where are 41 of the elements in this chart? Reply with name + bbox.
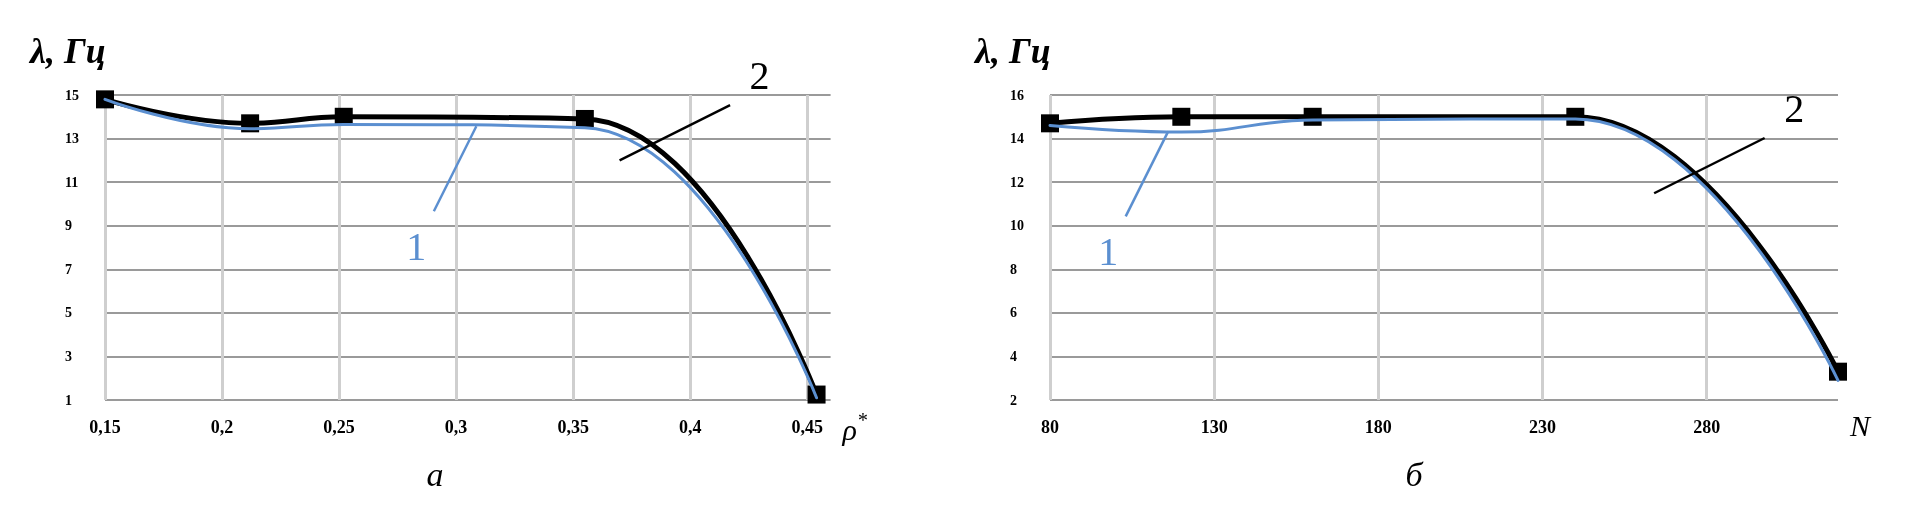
y-tick-label: 16 [1010, 87, 1024, 103]
y-tick-label: 8 [1010, 261, 1017, 277]
y-tick-label: 10 [1010, 218, 1024, 234]
x-tick-label: 0,4 [678, 417, 702, 437]
x-axis-title: ρ* [841, 409, 867, 446]
x-tick-label: 180 [1364, 417, 1392, 437]
text: 2 [749, 52, 770, 98]
legend-label: 1 [406, 223, 427, 269]
x-tick-label: 0,45 [791, 417, 823, 437]
x-tick-label: 80 [1041, 417, 1059, 437]
y-axis-title: λ, Гц [973, 31, 1051, 71]
x-tick-label: 0,2 [210, 417, 234, 437]
text: 2 [1784, 85, 1805, 131]
y-tick-label: 13 [65, 131, 79, 147]
point [575, 109, 594, 128]
y-tick-label: 7 [65, 261, 72, 277]
legend-label: 1 [1098, 228, 1119, 274]
x-tick-label: 0,35 [557, 417, 589, 437]
x-tick-label: 230 [1529, 417, 1556, 437]
text: а [426, 455, 444, 493]
y-axis-title: λ, Гц [28, 31, 106, 71]
y-tick-label: 3 [65, 348, 72, 364]
y-tick-label: 15 [65, 87, 79, 103]
point [1172, 107, 1191, 126]
y-tick-label: 14 [1010, 131, 1024, 147]
y-tick-label: 6 [1010, 305, 1017, 321]
x-tick-label: 130 [1200, 417, 1228, 437]
y-tick-label: 11 [65, 174, 79, 190]
y-tick-label: 2 [1010, 392, 1017, 408]
x-tick-label: 280 [1693, 417, 1721, 437]
y-tick-label: 9 [65, 218, 72, 234]
x-tick-label: 0,25 [323, 417, 355, 437]
y-tick-label: 1 [65, 392, 72, 408]
x-axis-title: N [1849, 408, 1872, 442]
x-tick-label: 0,15 [89, 417, 121, 437]
x-tick-label: 0,3 [444, 417, 468, 437]
y-tick-label: 12 [1010, 174, 1024, 190]
point [1041, 114, 1059, 133]
text: б [1405, 455, 1425, 493]
y-tick-label: 5 [65, 305, 72, 321]
y-tick-label: 4 [1010, 348, 1017, 364]
